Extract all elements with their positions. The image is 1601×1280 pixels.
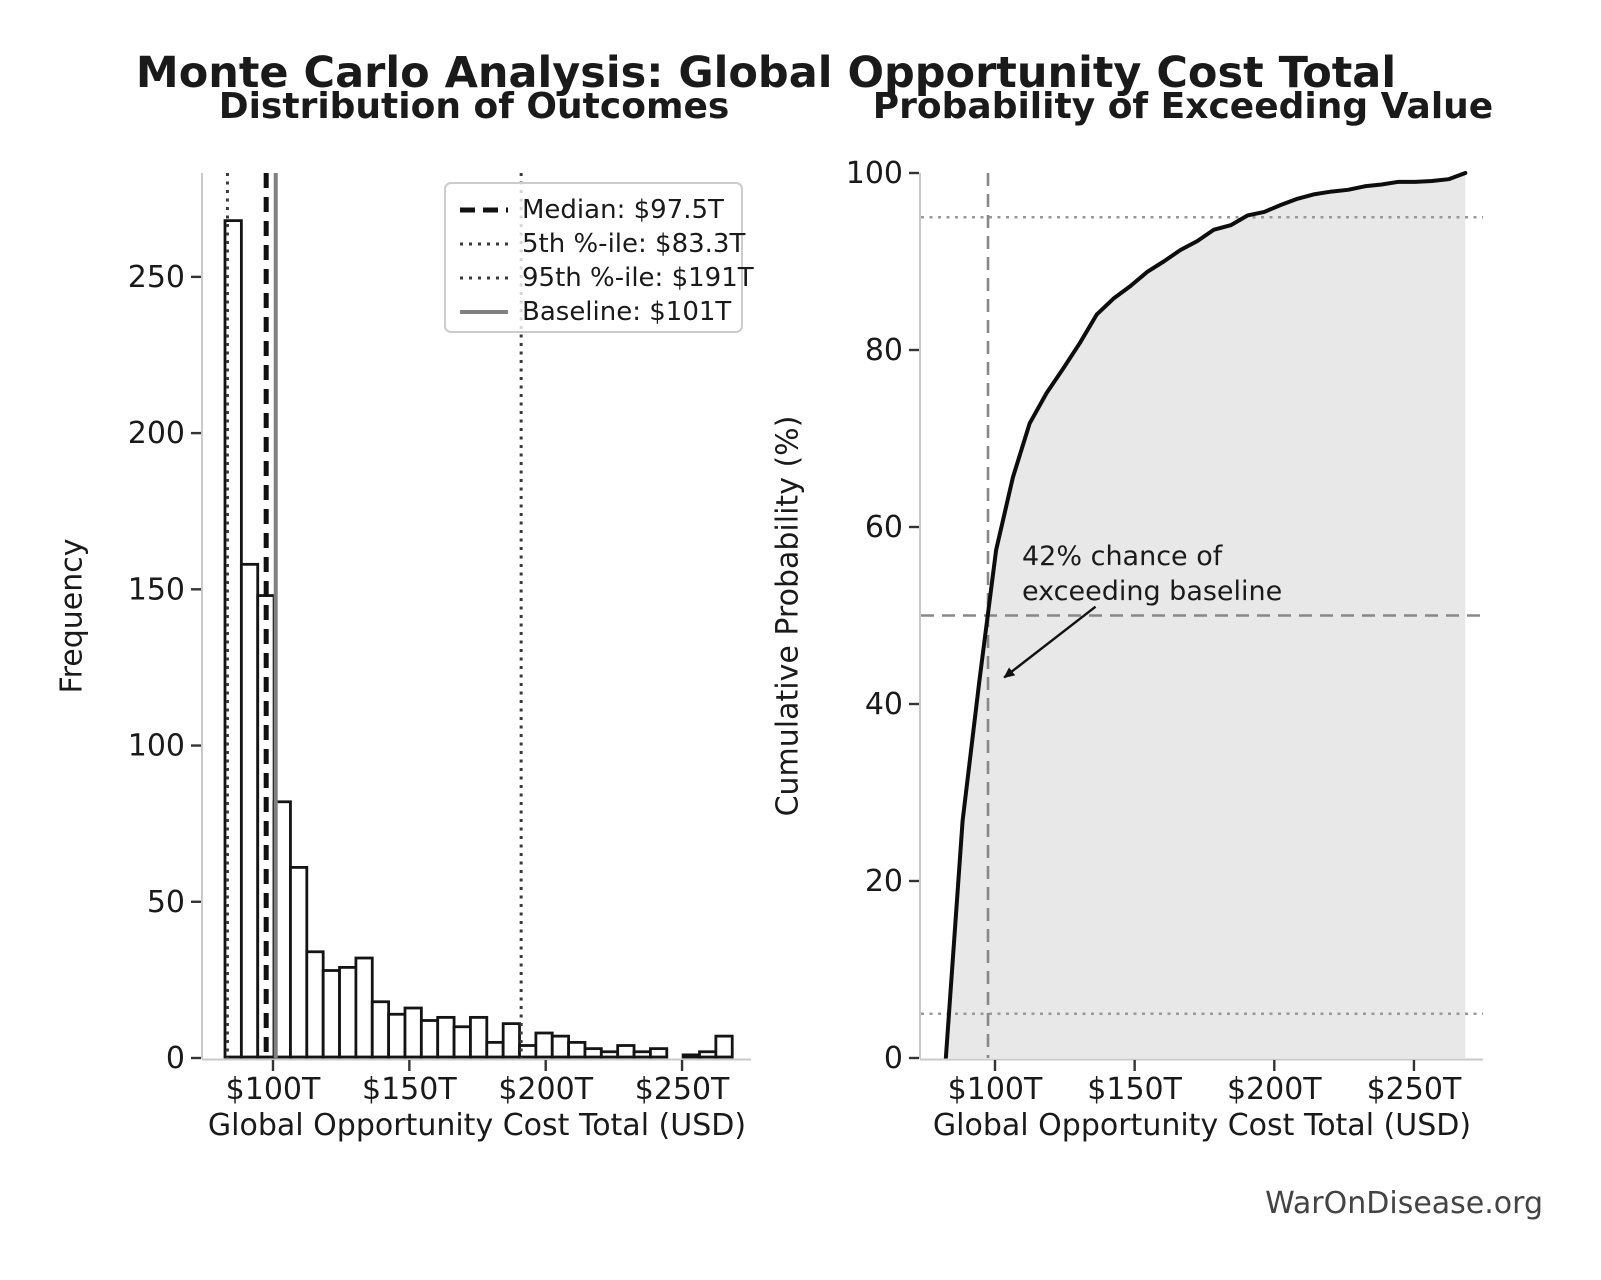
cdf-plot: $100T $150T $200T $250T 0 20 40 60 80 100 (846, 156, 1483, 1107)
cdf-y-tick-label: 0 (884, 1041, 903, 1076)
histogram-bar (403, 1006, 423, 1059)
histogram-x-tick-label: $250T (635, 1072, 730, 1107)
cdf-y-tick-label: 80 (865, 333, 903, 368)
histogram-x-tick-label: $200T (498, 1072, 593, 1107)
cdf-y-tick-label: 100 (846, 156, 903, 191)
cdf-x-tick-label: $250T (1367, 1072, 1462, 1107)
histogram-y-tick-label: 50 (147, 885, 185, 920)
histogram-y-axis-label: Frequency (54, 538, 90, 694)
histogram-title: Distribution of Outcomes (218, 86, 730, 127)
legend-item-p5: 5th %-ile: $83.3T (458, 227, 745, 261)
histogram-bar (354, 956, 374, 1059)
histogram-bar (239, 562, 260, 1059)
cdf-y-tick-label: 20 (865, 864, 903, 899)
cdf-x-tick-label: $200T (1227, 1072, 1322, 1107)
histogram-bar (305, 950, 325, 1059)
cdf-x-axis-label: Global Opportunity Cost Total (USD) (932, 1108, 1472, 1143)
histogram-bar (321, 969, 341, 1059)
annotation-arrow (1003, 605, 1097, 679)
histogram-bar (338, 965, 358, 1059)
histogram-bar (387, 1012, 407, 1059)
legend-label-median: Median: $97.5T (522, 195, 724, 225)
legend: Median: $97.5T 5th %-ile: $83.3T 95th %-… (444, 182, 754, 333)
cdf-curve (943, 171, 1468, 1060)
histogram-bar (550, 1034, 571, 1059)
histogram-bar (649, 1047, 669, 1059)
baseline-line-sample (460, 310, 508, 314)
histogram-bar (436, 1015, 456, 1059)
p95-line-sample (460, 276, 508, 280)
histogram-bar (419, 1019, 440, 1059)
histogram-bar (698, 1050, 718, 1059)
histogram-bar (567, 1040, 587, 1059)
histogram-bar (632, 1050, 652, 1059)
histogram-bar (714, 1034, 734, 1059)
cdf-annotation-text: 42% chance of exceeding baseline (1022, 541, 1283, 607)
histogram-y-tick-label: 250 (128, 260, 185, 295)
histogram-x-axis-label: Global Opportunity Cost Total (USD) (207, 1108, 747, 1143)
histogram-bar (501, 1022, 521, 1059)
legend-label-baseline: Baseline: $101T (522, 297, 732, 327)
legend-item-p95: 95th %-ile: $191T (458, 261, 754, 295)
cdf-y-tick-label: 40 (865, 687, 903, 722)
histogram-bar (583, 1047, 603, 1059)
cdf-x-tick-label: $150T (1087, 1072, 1182, 1107)
histogram-bar (469, 1015, 489, 1059)
histogram-y-tick-label: 150 (128, 572, 185, 607)
histogram-bar (485, 1040, 505, 1059)
cdf-y-axis-label: Cumulative Probability (%) (770, 415, 806, 817)
histogram-y-tick-label: 200 (128, 416, 185, 451)
histogram-y-tick-label: 100 (128, 729, 185, 764)
histogram-bar (681, 1053, 701, 1059)
histogram-bar (599, 1050, 620, 1059)
p5-line-sample (460, 242, 508, 246)
histogram-bar (452, 1025, 472, 1059)
histogram-bar (534, 1031, 554, 1059)
cdf-x-tick-label: $100T (948, 1072, 1043, 1107)
histogram-x-tick-label: $150T (362, 1072, 457, 1107)
legend-label-p5: 5th %-ile: $83.3T (522, 229, 746, 259)
histogram-plot: $100T $150T $200T $250T 0 50 100 150 200 250 (128, 173, 751, 1107)
median-line-sample (460, 207, 508, 213)
histogram-bar (289, 866, 309, 1059)
legend-item-baseline: Baseline: $101T (458, 295, 741, 329)
cdf-title: Probability of Exceeding Value (872, 86, 1494, 127)
figure-title: Monte Carlo Analysis: Global Opportunity… (135, 48, 1397, 98)
histogram-bar (616, 1044, 636, 1059)
histogram-bar (370, 1000, 391, 1059)
histogram-x-tick-label: $100T (226, 1072, 321, 1107)
legend-label-p95: 95th %-ile: $191T (522, 263, 754, 293)
watermark-text: WarOnDisease.org (1265, 1186, 1543, 1221)
cdf-y-tick-label: 60 (865, 510, 903, 545)
legend-item-median: Median: $97.5T (458, 193, 741, 227)
histogram-y-tick-label: 0 (166, 1041, 185, 1076)
